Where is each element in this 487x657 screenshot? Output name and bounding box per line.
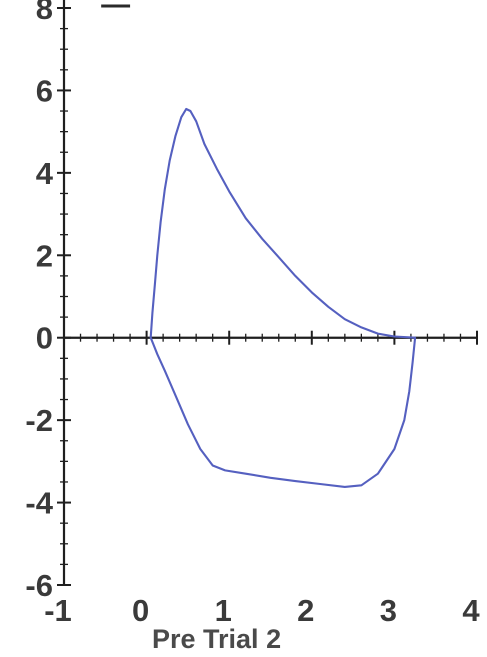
y-tick-label: -6 xyxy=(25,568,53,603)
x-tick-label: 1 xyxy=(215,593,232,628)
tick-labels: -6 -4 -2 0 2 4 6 8 -1 0 1 2 3 4 xyxy=(25,0,480,628)
x-tick-label: 3 xyxy=(380,593,397,628)
x-tick-label: 0 xyxy=(132,593,149,628)
axes xyxy=(57,0,478,586)
plot-area xyxy=(101,4,417,488)
y-tick-label: 6 xyxy=(36,73,53,108)
y-tick-label-top: 8 xyxy=(36,0,53,26)
y-tick-label: 4 xyxy=(36,156,54,191)
y-tick-label: -4 xyxy=(25,486,53,521)
x-tick-label: 2 xyxy=(297,593,314,628)
y-tick-label: 0 xyxy=(36,321,53,356)
flow-volume-loop xyxy=(149,107,417,488)
y-tick-label: 2 xyxy=(36,238,53,273)
y-tick-label: -2 xyxy=(25,403,53,438)
x-tick-label: -1 xyxy=(44,593,72,628)
trial-caption: Pre Trial 2 xyxy=(152,624,281,654)
x-tick-label: 4 xyxy=(462,593,480,628)
